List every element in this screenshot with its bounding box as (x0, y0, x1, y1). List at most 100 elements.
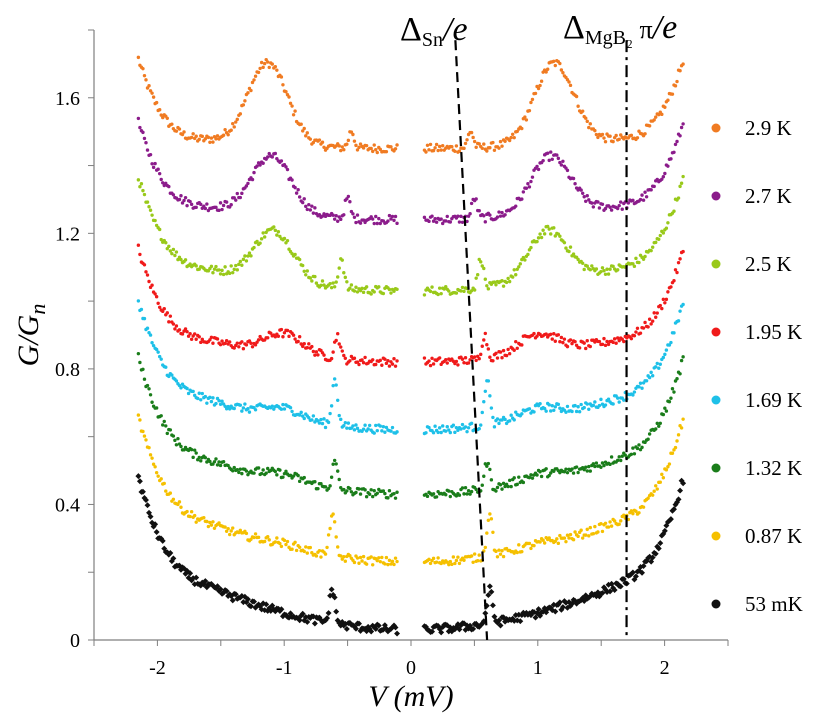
data-point (226, 133, 230, 137)
data-point (507, 352, 512, 356)
data-point (532, 410, 536, 414)
data-point (676, 196, 681, 200)
data-point (138, 185, 142, 189)
data-point (474, 276, 478, 280)
data-point (278, 541, 282, 546)
data-point (167, 320, 171, 324)
data-point (477, 209, 481, 213)
annotation-sub: MgB₂ (585, 27, 633, 49)
x-tick-label: -2 (149, 657, 166, 679)
data-point (281, 475, 285, 479)
data-point (506, 276, 510, 281)
data-point (454, 425, 459, 430)
data-point (500, 279, 504, 283)
data-point (150, 283, 154, 287)
data-point (138, 418, 142, 422)
data-point (494, 549, 498, 554)
data-point (364, 562, 369, 566)
data-point (387, 558, 392, 563)
data-point (285, 539, 290, 544)
data-point (151, 343, 156, 348)
data-point (168, 314, 173, 318)
data-point (252, 471, 256, 475)
data-point (197, 391, 201, 395)
series-0 (136, 55, 685, 155)
data-point (600, 342, 605, 347)
data-point (654, 240, 658, 245)
data-point (657, 112, 661, 117)
data-point (545, 224, 550, 229)
data-point (171, 193, 176, 197)
data-point (253, 74, 258, 78)
data-point (553, 339, 557, 343)
data-point (463, 425, 468, 429)
data-point (136, 478, 143, 485)
data-point (524, 186, 529, 190)
data-point (576, 257, 580, 262)
data-point (336, 545, 340, 549)
data-point (387, 489, 392, 493)
data-point (535, 606, 542, 613)
data-point (469, 554, 474, 558)
data-point (485, 464, 489, 468)
data-point (253, 408, 258, 412)
data-point (136, 116, 141, 121)
data-point (501, 348, 506, 353)
data-point (183, 258, 188, 262)
data-point (521, 480, 526, 485)
data-point (542, 232, 547, 236)
data-point (296, 617, 303, 624)
data-point (549, 409, 553, 413)
data-point (485, 149, 489, 153)
data-point (650, 493, 655, 497)
data-point (441, 424, 445, 428)
data-point (342, 555, 346, 559)
data-point (669, 396, 673, 400)
data-point (185, 509, 189, 514)
data-point (584, 116, 588, 120)
data-point (367, 492, 372, 496)
data-point (580, 261, 585, 265)
data-point (281, 83, 285, 87)
data-point (372, 143, 376, 147)
data-point (305, 207, 309, 212)
x-axis-title: V (mV) (368, 680, 453, 713)
data-point (565, 533, 570, 537)
data-point (482, 338, 486, 342)
data-point (136, 243, 141, 247)
data-point (652, 184, 656, 189)
data-point (348, 486, 352, 491)
data-point (498, 350, 503, 354)
x-tick-label: 2 (660, 657, 670, 679)
data-point (459, 289, 463, 293)
annotation-label-sn: ΔSn/e (400, 11, 468, 51)
data-point (141, 130, 145, 135)
data-point (197, 335, 201, 339)
data-point (159, 237, 163, 242)
data-point (681, 355, 685, 359)
data-point (582, 267, 586, 272)
annotation-end: /e (651, 9, 678, 46)
data-point (199, 340, 203, 345)
data-point (214, 264, 218, 269)
data-point (297, 334, 302, 339)
data-point (354, 143, 358, 148)
data-point (596, 200, 600, 204)
data-point (590, 264, 594, 268)
data-point (606, 397, 611, 401)
data-point (348, 286, 352, 290)
series-7 (135, 473, 687, 637)
data-point (331, 350, 335, 354)
data-point (593, 464, 597, 469)
data-point (337, 477, 341, 482)
data-point (561, 340, 565, 345)
data-point (342, 213, 346, 217)
data-point (270, 404, 274, 408)
data-point (500, 355, 504, 360)
data-point (580, 191, 585, 195)
data-point (469, 289, 474, 293)
data-point (427, 148, 431, 152)
data-point (290, 409, 294, 414)
data-point (681, 417, 685, 421)
data-point (480, 483, 484, 487)
